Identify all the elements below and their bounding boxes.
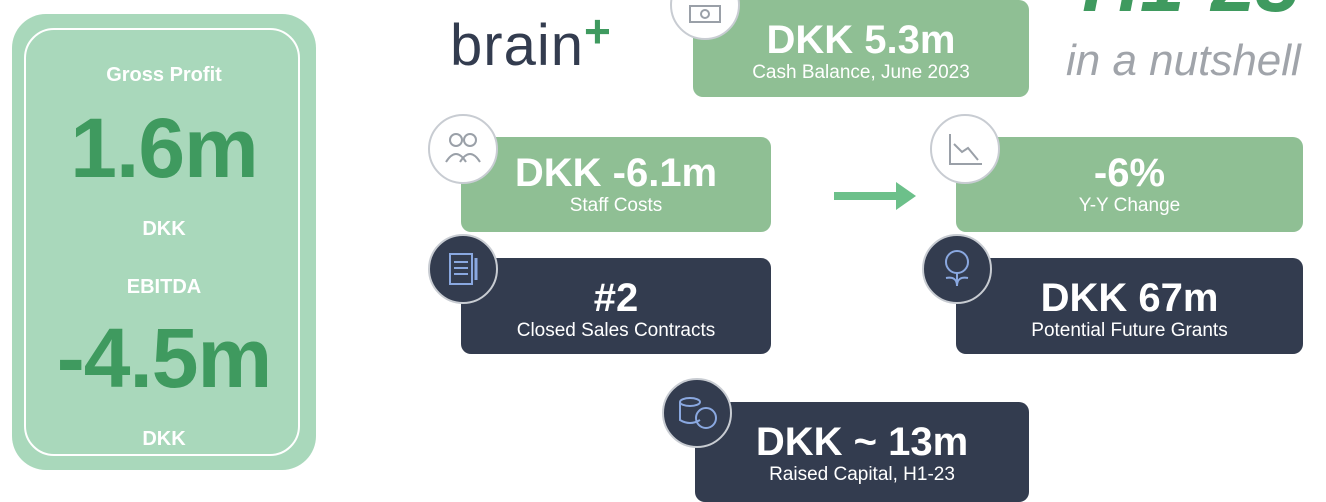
decline-icon	[949, 134, 982, 165]
card: DKK -6.1m Staff Costs	[461, 137, 771, 232]
logo: brain+	[450, 4, 612, 79]
card-value: -6%	[1093, 151, 1166, 195]
card: DKK 5.3m Cash Balance, June 2023	[693, 0, 1029, 97]
icon	[922, 234, 992, 304]
card-value: DKK -6.1m	[514, 151, 718, 195]
card: #2 Closed Sales Contracts	[461, 258, 771, 354]
value: 1.6m	[70, 101, 258, 195]
card-value: DKK ~ 13m	[755, 420, 969, 464]
card: DKK ~ 13m Raised Capital, H1-23	[695, 402, 1029, 502]
grant-icon	[945, 250, 969, 287]
card-label: Staff Costs	[569, 195, 663, 216]
logo-text: brain	[450, 13, 584, 78]
card: -6% Y-Y Change	[956, 137, 1303, 232]
value: -4.5m	[56, 311, 272, 405]
label: EBITDA	[126, 276, 202, 298]
icon	[662, 378, 732, 448]
staff-icon	[445, 133, 481, 163]
coins-icon	[679, 397, 717, 429]
logo-plus: +	[583, 5, 612, 57]
card-label: Potential Future Grants	[1031, 320, 1228, 341]
icon	[930, 114, 1000, 184]
summary-panel	[12, 14, 316, 470]
icon	[428, 234, 498, 304]
unit: DKK	[142, 218, 186, 240]
icon	[428, 114, 498, 184]
card: DKK 67m Potential Future Grants	[956, 258, 1303, 354]
card-value: #2	[593, 276, 639, 320]
cash-icon	[689, 5, 721, 23]
unit: DKK	[142, 428, 186, 450]
contract-icon	[449, 253, 478, 285]
card-label: Cash Balance, June 2023	[752, 62, 970, 83]
card-value: DKK 5.3m	[766, 18, 956, 62]
label: Gross Profit	[106, 64, 222, 86]
card-value: DKK 67m	[1040, 276, 1219, 320]
panel-border	[24, 28, 300, 456]
icon	[670, 0, 740, 40]
card-label: Closed Sales Contracts	[516, 320, 716, 341]
heading-subtitle: in a nutshell	[1066, 36, 1301, 85]
arrow	[834, 182, 916, 210]
heading-title: H1-23	[1082, 0, 1300, 30]
card-label: Y-Y Change	[1078, 195, 1181, 216]
card-label: Raised Capital, H1-23	[769, 464, 955, 485]
